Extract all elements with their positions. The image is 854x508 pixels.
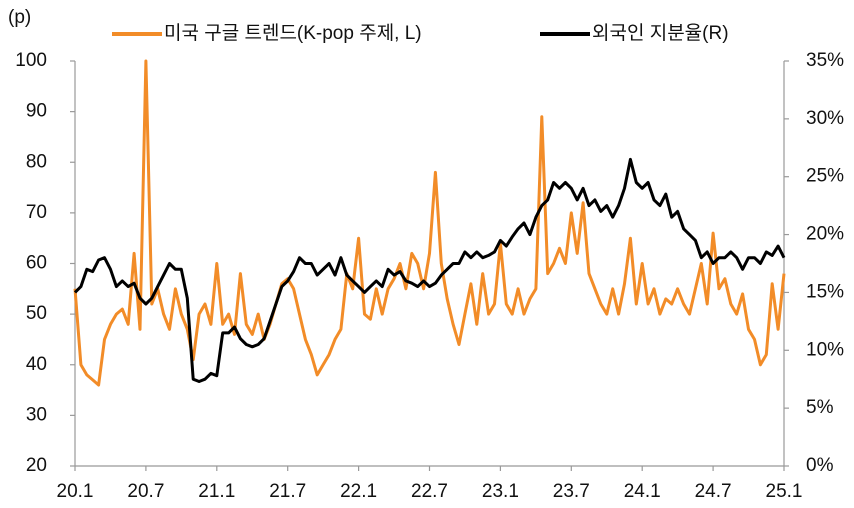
y-tick-label: 90	[26, 101, 47, 122]
x-tick-label: 22.7	[411, 481, 448, 502]
x-tick-label: 24.1	[624, 481, 661, 502]
y-tick-label: 40	[26, 354, 47, 375]
y2-tick-label: 30%	[806, 108, 844, 129]
y2-tick-label: 15%	[806, 281, 844, 302]
y-tick-label: 70	[26, 202, 47, 223]
legend-label: 외국인 지분율(R)	[592, 22, 729, 44]
y2-tick-label: 35%	[806, 50, 844, 71]
x-tick-label: 21.1	[198, 481, 235, 502]
line-series	[73, 59, 786, 387]
line-series	[73, 157, 786, 383]
x-tick-label: 25.1	[766, 481, 803, 502]
x-tick-label: 21.7	[269, 481, 306, 502]
y-tick-label: 50	[26, 303, 47, 324]
x-tick-label: 20.7	[127, 481, 164, 502]
x-tick-label: 23.7	[553, 481, 590, 502]
x-tick-label: 20.1	[57, 481, 94, 502]
y2-tick-label: 5%	[806, 397, 834, 418]
legend: 미국 구글 트렌드(K-pop 주제, L) 외국인 지분율(R)	[112, 22, 729, 44]
y-axis-label: (p)	[8, 7, 31, 28]
y2-tick-label: 10%	[806, 339, 844, 360]
x-tick-label: 24.7	[695, 481, 732, 502]
x-tick-label: 23.1	[482, 481, 519, 502]
y-tick-label: 100	[15, 50, 47, 71]
y2-tick-label: 25%	[806, 166, 844, 187]
y-tick-label: 30	[26, 404, 47, 425]
y-tick-label: 20	[26, 455, 47, 476]
legend-label: 미국 구글 트렌드(K-pop 주제, L)	[164, 22, 422, 44]
x-tick-label: 22.1	[340, 481, 377, 502]
y-tick-label: 80	[26, 151, 47, 172]
y-tick-label: 60	[26, 253, 47, 274]
y2-tick-label: 0%	[806, 455, 834, 476]
y2-tick-label: 20%	[806, 224, 844, 245]
